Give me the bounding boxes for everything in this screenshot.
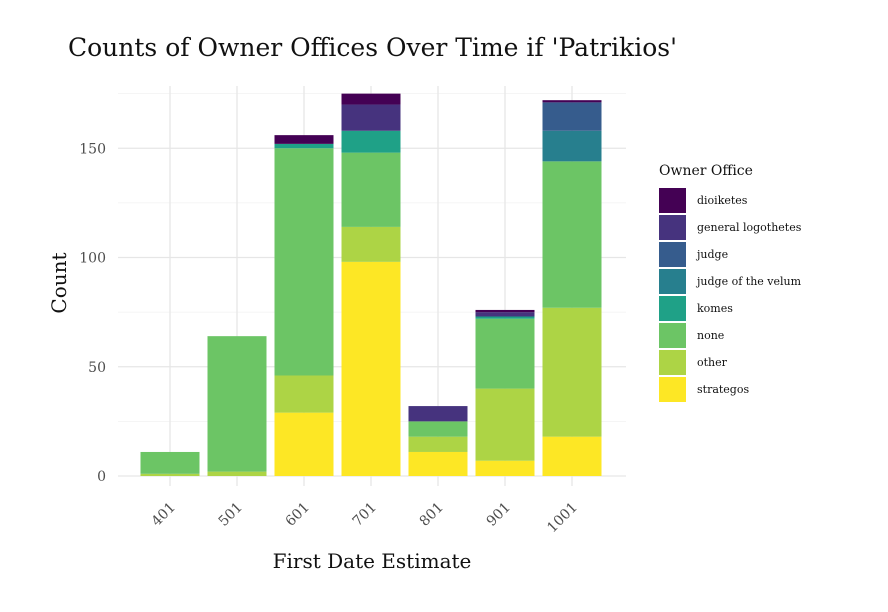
legend-label: other — [697, 356, 728, 369]
legend: Owner Office dioiketes general logothetes… — [659, 163, 802, 402]
bar-segment-601-strategos — [274, 412, 334, 476]
bar-segment-701-dioiketes — [341, 93, 401, 105]
legend-label: judge of the velum — [695, 275, 802, 288]
x-tick-label: 501 — [216, 500, 246, 530]
bar-segment-701-other — [341, 226, 401, 262]
bar-segment-1001-none — [542, 161, 602, 308]
bar-segment-801-strategos — [408, 451, 468, 476]
bar-segment-401-none — [140, 451, 200, 474]
bars — [140, 93, 602, 476]
legend-swatch-judge — [659, 242, 686, 267]
chart-title: Counts of Owner Offices Over Time if 'Pa… — [68, 33, 677, 62]
bar-segment-901-none — [475, 318, 535, 389]
legend-label: general logothetes — [697, 221, 802, 234]
bar-segment-701-komes — [341, 130, 401, 153]
legend-swatch-judge-of-the-velum — [659, 269, 686, 294]
legend-swatch-dioiketes — [659, 188, 686, 213]
x-tick-label: 1001 — [544, 500, 581, 537]
y-axis-title: Count — [47, 252, 71, 313]
y-tick-label: 150 — [79, 141, 106, 157]
x-tick-label: 401 — [149, 500, 179, 530]
bar-segment-601-other — [274, 375, 334, 413]
bar-segment-901-general-logothetes — [475, 312, 535, 317]
bar-segment-1001-other — [542, 307, 602, 437]
bar-segment-1001-judge — [542, 102, 602, 131]
bar-segment-701-strategos — [341, 261, 401, 476]
y-tick-label: 50 — [88, 360, 106, 376]
legend-swatch-general-logothetes — [659, 215, 686, 240]
bar-segment-801-other — [408, 436, 468, 452]
bar-segment-901-other — [475, 388, 535, 461]
bar-segment-801-general-logothetes — [408, 406, 468, 422]
legend-label: judge — [695, 248, 728, 261]
legend-swatch-none — [659, 323, 686, 348]
x-axis-title: First Date Estimate — [273, 549, 472, 573]
bar-segment-601-dioiketes — [274, 135, 334, 144]
bar-segment-701-none — [341, 152, 401, 227]
x-tick-label: 801 — [417, 500, 447, 530]
legend-swatch-strategos — [659, 377, 686, 402]
legend-label: dioiketes — [697, 194, 748, 207]
bar-segment-901-strategos — [475, 460, 535, 476]
x-tick-label: 701 — [350, 500, 380, 530]
bar-segment-401-other — [140, 473, 200, 476]
bar-segment-901-komes — [475, 316, 535, 319]
bar-segment-501-none — [207, 336, 267, 472]
x-tick-label: 601 — [283, 500, 313, 530]
y-axis-ticks: 0 50 100 150 — [79, 141, 106, 485]
y-tick-label: 100 — [79, 251, 106, 267]
bar-segment-1001-strategos — [542, 436, 602, 476]
legend-label: strategos — [697, 383, 749, 396]
legend-title: Owner Office — [659, 163, 753, 179]
bar-segment-801-none — [408, 421, 468, 437]
y-tick-label: 0 — [97, 469, 106, 485]
bar-segment-601-none — [274, 148, 334, 376]
x-axis-ticks: 401 501 601 701 801 901 1001 — [149, 500, 581, 537]
legend-swatch-other — [659, 350, 686, 375]
legend-label: none — [697, 329, 724, 342]
bar-segment-601-komes — [274, 143, 334, 149]
x-tick-label: 901 — [484, 500, 514, 530]
bar-segment-501-other — [207, 471, 267, 476]
legend-swatch-komes — [659, 296, 686, 321]
legend-label: komes — [697, 302, 733, 315]
bar-segment-701-general-logothetes — [341, 104, 401, 131]
bar-segment-1001-dioiketes — [542, 100, 602, 103]
bar-segment-1001-judge-of-the-velum — [542, 130, 602, 162]
bar-segment-901-dioiketes — [475, 309, 535, 313]
